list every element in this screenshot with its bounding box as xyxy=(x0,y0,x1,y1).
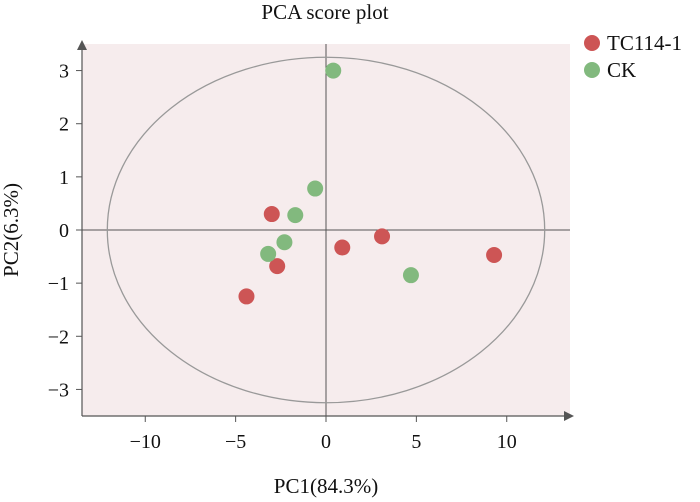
y-tick-label: 2 xyxy=(59,114,69,136)
legend-label: TC114-1 xyxy=(607,31,682,55)
chart-title: PCA score plot xyxy=(261,0,388,24)
zero-lines xyxy=(82,44,570,416)
point-tc114-1 xyxy=(334,239,351,256)
y-tick-label: 3 xyxy=(59,61,69,83)
point-ck xyxy=(260,245,277,262)
y-axis-ticks: 3 2 1 0 −1 −2 −3 xyxy=(48,61,82,401)
point-tc114-1 xyxy=(374,228,391,245)
x-tick-label: −10 xyxy=(130,431,161,453)
x-tick-label: −5 xyxy=(225,431,246,453)
y-tick-label: −1 xyxy=(48,273,69,295)
y-tick-label: −3 xyxy=(48,379,69,401)
confidence-ellipse xyxy=(106,56,546,404)
point-ck xyxy=(276,234,293,251)
point-tc114-1 xyxy=(263,206,280,223)
x-axis-label: PC1(84.3%) xyxy=(274,474,378,498)
point-ck xyxy=(307,180,324,197)
x-tick-label: 5 xyxy=(411,431,421,453)
y-tick-label: 0 xyxy=(59,220,69,242)
x-axis-ticks: −10 −5 0 5 10 xyxy=(130,416,517,453)
point-tc114-1 xyxy=(238,288,255,305)
x-tick-label: 10 xyxy=(497,431,517,453)
y-axis-arrow xyxy=(77,40,87,50)
point-ck xyxy=(402,267,419,284)
point-tc114-1 xyxy=(486,246,503,263)
legend: TC114-1 CK xyxy=(584,31,682,82)
y-tick-label: −2 xyxy=(48,326,69,348)
x-axis-arrow xyxy=(564,411,574,421)
y-axis-label: PC2(6.3%) xyxy=(0,183,23,277)
legend-label: CK xyxy=(607,58,636,82)
axes xyxy=(77,40,574,421)
point-ck xyxy=(287,207,304,224)
legend-marker xyxy=(584,35,600,51)
data-points xyxy=(238,62,503,305)
point-ck xyxy=(325,62,342,79)
y-tick-label: 1 xyxy=(59,167,69,189)
point-tc114-1 xyxy=(269,258,286,275)
x-tick-label: 0 xyxy=(321,431,331,453)
legend-marker xyxy=(584,62,600,78)
